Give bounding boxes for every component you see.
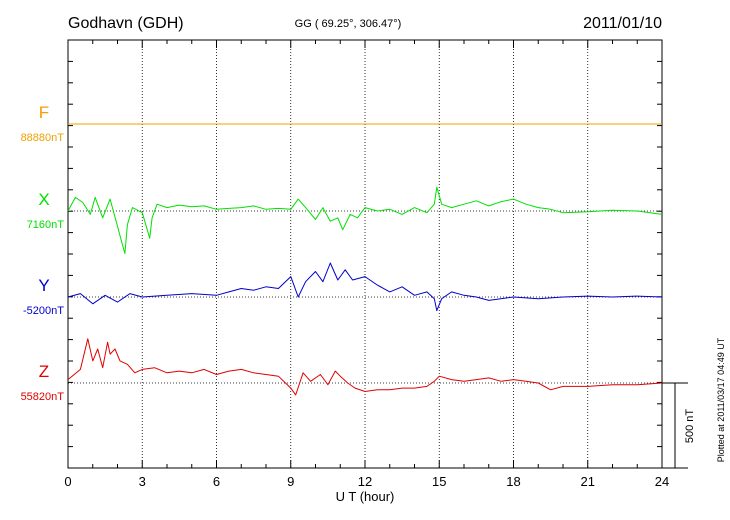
grid-lines xyxy=(141,40,589,468)
x-tick-labels: 0 3 6 9 12 15 18 21 24 xyxy=(64,474,669,489)
station-coords: GG ( 69.25°, 306.47°) xyxy=(295,18,402,30)
x-tick-label-2: 6 xyxy=(213,474,220,489)
x-tick-label-7: 21 xyxy=(581,474,595,489)
series-baseline-label-y: -5200nT xyxy=(23,305,64,317)
series-baseline-label-x: 7160nT xyxy=(27,219,65,231)
series-lines xyxy=(67,123,663,396)
series-labels: F 88880nT X 7160nT Y -5200nT Z 55820nT xyxy=(21,103,65,403)
series-line-y xyxy=(67,262,663,312)
series-name-x: X xyxy=(38,190,49,209)
series-baseline-label-f: 88880nT xyxy=(21,132,65,144)
plotted-at-note: Plotted at 2011/03/17 04:49 UT xyxy=(716,337,726,462)
plot-date: 2011/01/10 xyxy=(583,15,662,32)
series-line-x xyxy=(67,186,663,254)
series-line-z xyxy=(67,338,663,396)
x-tick-label-5: 15 xyxy=(432,474,446,489)
series-name-y: Y xyxy=(38,276,49,295)
series-name-f: F xyxy=(39,103,49,122)
x-tick-label-1: 3 xyxy=(139,474,146,489)
series-name-z: Z xyxy=(39,362,49,381)
x-tick-label-6: 18 xyxy=(506,474,520,489)
x-tick-label-8: 24 xyxy=(655,474,669,489)
series-baseline-label-z: 55820nT xyxy=(21,391,65,403)
station-title: Godhavn (GDH) xyxy=(68,15,184,32)
x-tick-label-4: 12 xyxy=(358,474,372,489)
x-axis-label: U T (hour) xyxy=(336,489,395,504)
x-tick-label-0: 0 xyxy=(64,474,71,489)
scale-bar: 500 nT xyxy=(662,382,696,469)
x-tick-label-3: 9 xyxy=(287,474,294,489)
scale-bar-label: 500 nT xyxy=(684,409,696,444)
axis-ticks xyxy=(67,39,663,469)
